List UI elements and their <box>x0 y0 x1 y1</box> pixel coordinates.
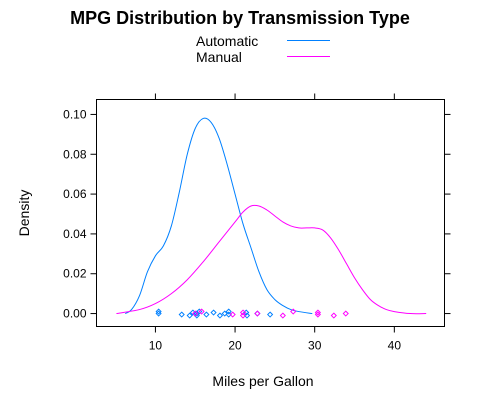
x-tick-label: 20 <box>228 339 242 353</box>
chart-title: MPG Distribution by Transmission Type <box>70 8 410 28</box>
y-tick-label: 0.02 <box>63 267 87 281</box>
x-axis-label: Miles per Gallon <box>212 373 313 389</box>
rug-point-automatic <box>254 310 261 317</box>
y-tick-label: 0.10 <box>63 107 87 121</box>
rug-point-manual <box>229 311 236 318</box>
rug-point-automatic <box>216 312 224 319</box>
rug-point-manual <box>330 312 337 319</box>
rug-point-automatic <box>186 312 193 319</box>
x-tick-label: 10 <box>149 339 163 353</box>
rug-point-automatic <box>193 312 200 319</box>
y-tick-label: 0.04 <box>63 227 87 241</box>
legend: Automatic Manual <box>196 33 330 65</box>
y-tick-label: 0.00 <box>63 307 87 321</box>
plot-frame <box>96 99 445 327</box>
rug-point-automatic <box>225 311 232 318</box>
rug-point-manual <box>254 310 261 317</box>
legend-label-automatic: Automatic <box>196 33 258 49</box>
rug-point-manual <box>279 312 286 319</box>
density-line-automatic <box>124 117 313 315</box>
y-tick-label: 0.06 <box>63 187 87 201</box>
rug-point-manual <box>239 312 247 319</box>
rug-point-automatic <box>203 311 210 318</box>
rug-point-automatic <box>210 309 217 316</box>
rug-point-automatic <box>266 311 274 318</box>
rug-point-manual <box>192 310 199 317</box>
density-curves <box>116 117 427 315</box>
rug-point-automatic <box>225 308 232 315</box>
y-axis-label: Density <box>16 190 32 237</box>
density-line-manual <box>116 204 427 315</box>
rug-point-automatic <box>178 311 185 318</box>
rug-point-automatic <box>243 312 251 319</box>
rug-point-automatic <box>221 310 228 317</box>
rug-point-manual <box>239 309 247 316</box>
x-axis: 10 20 30 40 <box>149 93 402 353</box>
rug-point-manual <box>314 309 321 316</box>
rug-points <box>155 308 349 319</box>
legend-label-manual: Manual <box>196 49 242 65</box>
rug-point-manual <box>290 308 297 315</box>
rug-point-automatic <box>155 308 162 315</box>
y-tick-label: 0.08 <box>63 147 87 161</box>
y-axis: 0.00 0.02 0.04 0.06 0.08 0.10 <box>63 107 451 321</box>
rug-point-manual <box>342 310 349 317</box>
x-tick-label: 30 <box>308 339 322 353</box>
rug-point-manual <box>198 308 205 315</box>
x-tick-label: 40 <box>388 339 402 353</box>
rug-point-automatic <box>196 308 203 315</box>
